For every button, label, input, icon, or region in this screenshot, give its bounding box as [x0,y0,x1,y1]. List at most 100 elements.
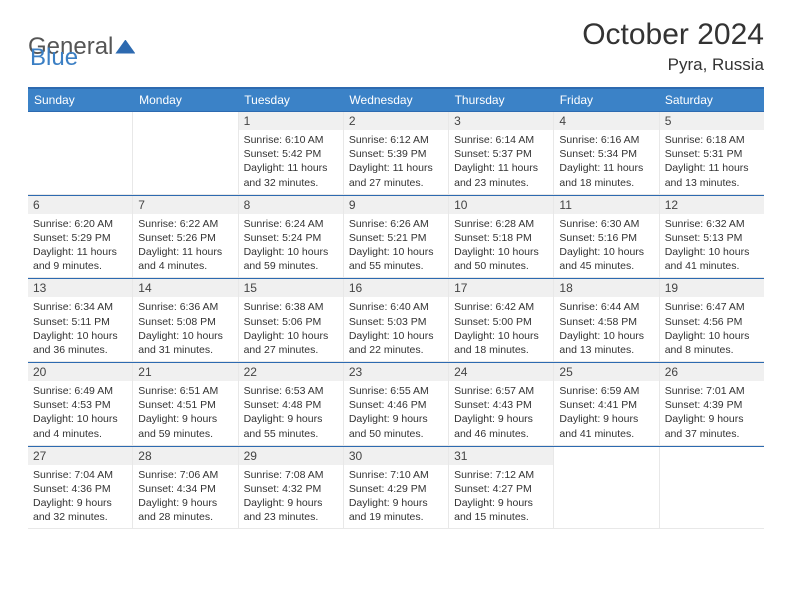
day-number: 26 [660,363,764,381]
day-details: Sunrise: 6:30 AMSunset: 5:16 PMDaylight:… [559,217,653,274]
day-details: Sunrise: 6:40 AMSunset: 5:03 PMDaylight:… [349,300,443,357]
day-number: 22 [239,363,343,381]
day-details: Sunrise: 6:59 AMSunset: 4:41 PMDaylight:… [559,384,653,441]
day-number: 28 [133,447,237,465]
day-number: 2 [344,112,448,130]
dayname: Monday [133,89,238,111]
calendar-day-cell: 31 Sunrise: 7:12 AMSunset: 4:27 PMDayligh… [449,447,554,530]
calendar-day-cell: 18 Sunrise: 6:44 AMSunset: 4:58 PMDayligh… [554,279,659,362]
day-details: Sunrise: 6:49 AMSunset: 4:53 PMDaylight:… [33,384,127,441]
day-details: Sunrise: 7:12 AMSunset: 4:27 PMDaylight:… [454,468,548,525]
day-details: Sunrise: 6:24 AMSunset: 5:24 PMDaylight:… [244,217,338,274]
calendar-day-cell: 14Sunrise: 6:36 AMSunset: 5:08 PMDayligh… [133,279,238,362]
day-number: 27 [28,447,132,465]
calendar-day-cell: 30Sunrise: 7:10 AMSunset: 4:29 PMDayligh… [344,447,449,530]
day-details: Sunrise: 6:12 AMSunset: 5:39 PMDaylight:… [349,133,443,190]
day-number: 8 [239,196,343,214]
day-details: Sunrise: 7:01 AMSunset: 4:39 PMDaylight:… [665,384,759,441]
calendar-empty-cell [133,112,238,195]
day-details: Sunrise: 6:34 AMSunset: 5:11 PMDaylight:… [33,300,127,357]
day-number: 19 [660,279,764,297]
day-details: Sunrise: 6:16 AMSunset: 5:34 PMDaylight:… [559,133,653,190]
day-details: Sunrise: 7:04 AMSunset: 4:36 PMDaylight:… [33,468,127,525]
day-number: 14 [133,279,237,297]
month-title: October 2024 [582,18,764,52]
calendar-day-cell: 28 Sunrise: 7:06 AMSunset: 4:34 PMDayligh… [133,447,238,530]
day-details: Sunrise: 6:14 AMSunset: 5:37 PMDaylight:… [454,133,548,190]
day-details: Sunrise: 6:10 AMSunset: 5:42 PMDaylight:… [244,133,338,190]
calendar-day-cell: 7 Sunrise: 6:22 AMSunset: 5:26 PMDaylight… [133,196,238,279]
day-number: 12 [660,196,764,214]
day-number: 18 [554,279,658,297]
day-number: 24 [449,363,553,381]
page-header: General October 2024 Pyra, Russia [0,0,792,81]
calendar-day-cell: 17Sunrise: 6:42 AMSunset: 5:00 PMDayligh… [449,279,554,362]
day-number: 29 [239,447,343,465]
calendar-week-row: 27 Sunrise: 7:04 AMSunset: 4:36 PMDayligh… [28,446,764,530]
calendar-day-cell: 25 Sunrise: 6:59 AMSunset: 4:41 PMDayligh… [554,363,659,446]
day-number: 1 [239,112,343,130]
calendar-empty-cell [28,112,133,195]
calendar-table: Sunday Monday Tuesday Wednesday Thursday… [28,87,764,529]
day-details: Sunrise: 6:32 AMSunset: 5:13 PMDaylight:… [665,217,759,274]
calendar-day-cell: 24Sunrise: 6:57 AMSunset: 4:43 PMDayligh… [449,363,554,446]
calendar-day-cell: 13 Sunrise: 6:34 AMSunset: 5:11 PMDayligh… [28,279,133,362]
dayname: Tuesday [238,89,343,111]
dayname: Friday [554,89,659,111]
day-number: 17 [449,279,553,297]
calendar-day-cell: 12 Sunrise: 6:32 AMSunset: 5:13 PMDayligh… [660,196,764,279]
calendar-day-cell: 22Sunrise: 6:53 AMSunset: 4:48 PMDayligh… [239,363,344,446]
dayname: Wednesday [343,89,448,111]
day-details: Sunrise: 6:38 AMSunset: 5:06 PMDaylight:… [244,300,338,357]
sail-icon [115,40,135,54]
calendar-day-cell: 19 Sunrise: 6:47 AMSunset: 4:56 PMDayligh… [660,279,764,362]
calendar-day-cell: 26 Sunrise: 7:01 AMSunset: 4:39 PMDayligh… [660,363,764,446]
calendar-empty-cell [660,447,764,530]
day-number: 4 [554,112,658,130]
calendar-day-cell: 21 Sunrise: 6:51 AMSunset: 4:51 PMDayligh… [133,363,238,446]
day-number: 6 [28,196,132,214]
day-details: Sunrise: 6:22 AMSunset: 5:26 PMDaylight:… [138,217,232,274]
day-number: 13 [28,279,132,297]
calendar-day-cell: 1 Sunrise: 6:10 AMSunset: 5:42 PMDaylight… [239,112,344,195]
title-block: October 2024 Pyra, Russia [582,18,764,75]
day-number: 9 [344,196,448,214]
calendar-day-cell: 3 Sunrise: 6:14 AMSunset: 5:37 PMDaylight… [449,112,554,195]
calendar-day-cell: 15 Sunrise: 6:38 AMSunset: 5:06 PMDayligh… [239,279,344,362]
day-details: Sunrise: 6:44 AMSunset: 4:58 PMDaylight:… [559,300,653,357]
day-details: Sunrise: 6:28 AMSunset: 5:18 PMDaylight:… [454,217,548,274]
day-details: Sunrise: 6:18 AMSunset: 5:31 PMDaylight:… [665,133,759,190]
day-header-row: Sunday Monday Tuesday Wednesday Thursday… [28,89,764,111]
day-details: Sunrise: 6:51 AMSunset: 4:51 PMDaylight:… [138,384,232,441]
calendar-day-cell: 16Sunrise: 6:40 AMSunset: 5:03 PMDayligh… [344,279,449,362]
day-number: 15 [239,279,343,297]
calendar-day-cell: 5 Sunrise: 6:18 AMSunset: 5:31 PMDaylight… [660,112,764,195]
dayname: Saturday [659,89,764,111]
day-details: Sunrise: 6:20 AMSunset: 5:29 PMDaylight:… [33,217,127,274]
day-details: Sunrise: 7:06 AMSunset: 4:34 PMDaylight:… [138,468,232,525]
day-number: 23 [344,363,448,381]
day-number: 25 [554,363,658,381]
day-number: 3 [449,112,553,130]
calendar-day-cell: 23 Sunrise: 6:55 AMSunset: 4:46 PMDayligh… [344,363,449,446]
day-number: 7 [133,196,237,214]
location-label: Pyra, Russia [582,55,764,75]
calendar-day-cell: 4 Sunrise: 6:16 AMSunset: 5:34 PMDaylight… [554,112,659,195]
day-number: 5 [660,112,764,130]
calendar-day-cell: 9 Sunrise: 6:26 AMSunset: 5:21 PMDaylight… [344,196,449,279]
calendar-day-cell: 27 Sunrise: 7:04 AMSunset: 4:36 PMDayligh… [28,447,133,530]
day-details: Sunrise: 6:47 AMSunset: 4:56 PMDaylight:… [665,300,759,357]
day-number: 11 [554,196,658,214]
day-number: 21 [133,363,237,381]
calendar-day-cell: 11 Sunrise: 6:30 AMSunset: 5:16 PMDayligh… [554,196,659,279]
dayname: Thursday [449,89,554,111]
calendar-day-cell: 20Sunrise: 6:49 AMSunset: 4:53 PMDayligh… [28,363,133,446]
calendar-day-cell: 6 Sunrise: 6:20 AMSunset: 5:29 PMDaylight… [28,196,133,279]
calendar-day-cell: 2 Sunrise: 6:12 AMSunset: 5:39 PMDaylight… [344,112,449,195]
brand-text-2: Blue [30,44,78,72]
day-details: Sunrise: 6:55 AMSunset: 4:46 PMDaylight:… [349,384,443,441]
day-number: 31 [449,447,553,465]
calendar-empty-cell [554,447,659,530]
day-details: Sunrise: 6:26 AMSunset: 5:21 PMDaylight:… [349,217,443,274]
calendar-week-row: 20Sunrise: 6:49 AMSunset: 4:53 PMDayligh… [28,362,764,446]
